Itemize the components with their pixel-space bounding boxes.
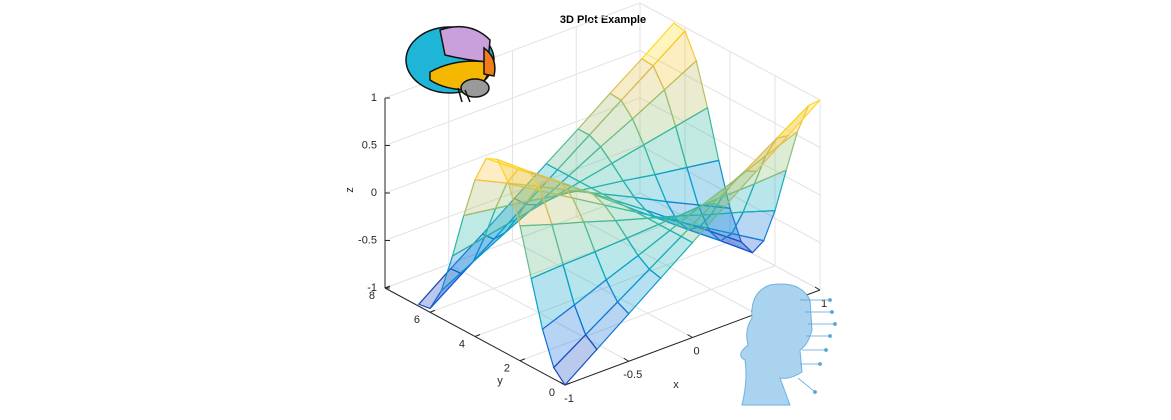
z-tick-label: -0.5 <box>358 234 377 246</box>
x-tick <box>687 334 693 338</box>
mesh-cell <box>552 333 598 386</box>
y-tick <box>384 285 391 289</box>
y-tick-label: 6 <box>414 314 420 326</box>
grid-line <box>474 241 731 337</box>
x-tick-label: 0 <box>693 345 699 357</box>
brain-image <box>405 25 496 103</box>
x-tick-label: -0.5 <box>623 369 642 381</box>
y-tick <box>519 358 526 362</box>
grid-line <box>429 216 686 313</box>
x-tick <box>623 357 630 362</box>
z-tick-label: 0.5 <box>362 139 377 151</box>
y-tick-label: 2 <box>504 363 510 375</box>
y-tick <box>429 309 436 313</box>
grid-line <box>384 192 641 289</box>
y-tick <box>474 334 481 337</box>
x-tick <box>814 286 821 291</box>
y-tick-label: 8 <box>369 290 375 302</box>
grid-line <box>519 265 776 362</box>
x-tick-label: -1 <box>564 393 574 405</box>
x-axis-label: x <box>673 379 679 391</box>
z-tick-label: 0 <box>371 187 377 199</box>
z-tick-label: 1 <box>371 92 377 104</box>
y-tick-label: 4 <box>459 338 465 350</box>
mesh-cell <box>775 99 821 140</box>
z-axis-label: z <box>344 187 356 193</box>
y-axis-label: y <box>497 375 503 387</box>
ai-head-image <box>740 283 837 406</box>
z-tick-label: -1 <box>367 282 377 294</box>
y-tick-label: 0 <box>549 387 555 399</box>
x-tick-label: 1 <box>821 298 827 310</box>
chart-title: 3D Plot Example <box>560 14 646 26</box>
